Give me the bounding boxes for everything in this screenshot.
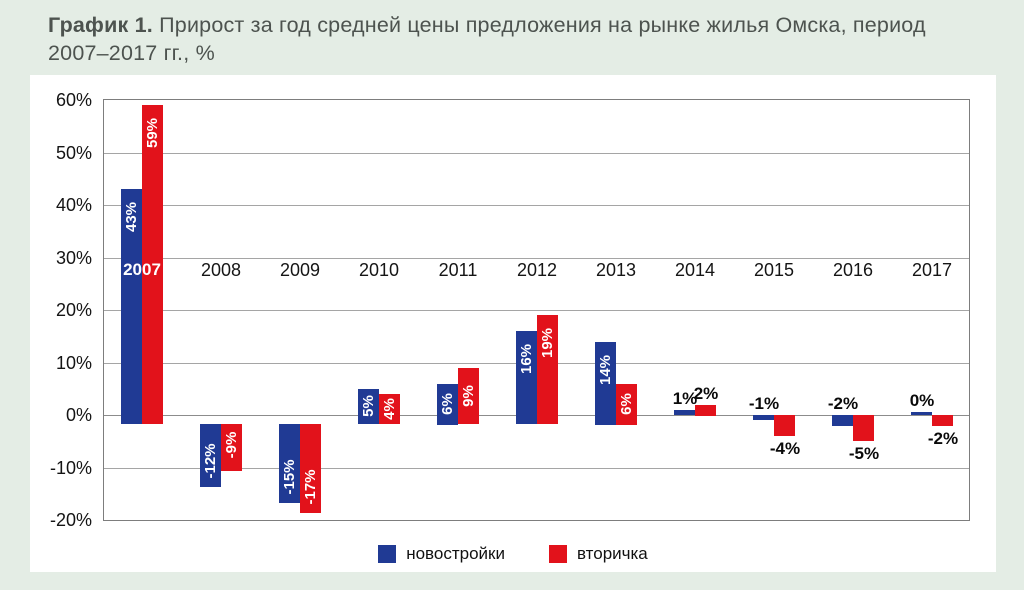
legend-swatch <box>378 545 397 563</box>
legend-item-вторичка: вторичка <box>548 544 648 564</box>
gridline <box>104 258 969 259</box>
year-label-2015: 2015 <box>753 260 795 280</box>
bar-новостройки-2012 <box>516 331 537 424</box>
gridline <box>104 310 969 311</box>
y-axis-tick-label: 0% <box>65 405 92 425</box>
legend-item-новостройки: новостройки <box>378 544 505 564</box>
year-label-2010: 2010 <box>358 260 400 280</box>
bar-value-label: -4% <box>769 439 801 458</box>
y-axis-tick-label: 60% <box>55 90 92 110</box>
y-axis-tick-label: 40% <box>55 195 92 215</box>
y-axis-tick-label: 20% <box>55 300 92 320</box>
bar-value-label: 14% <box>597 354 614 386</box>
bar-вторичка-2012 <box>537 315 558 424</box>
bar-новостройки-2015 <box>753 415 774 420</box>
year-label-2016: 2016 <box>832 260 874 280</box>
bar-вторичка-2013 <box>616 384 637 425</box>
bar-вторичка-2009 <box>300 424 321 513</box>
year-label-2009: 2009 <box>279 260 321 280</box>
year-label-2007: 2007 <box>123 260 161 279</box>
bar-value-label: 43% <box>123 201 140 233</box>
figure-title: График 1. Прирост за год средней цены пр… <box>48 11 983 67</box>
bar-новостройки-2008 <box>200 424 221 487</box>
bar-value-label: -12% <box>202 443 219 479</box>
bar-value-label: -2% <box>827 394 859 413</box>
gridline <box>104 205 969 206</box>
y-axis-tick-label: -20% <box>49 510 92 530</box>
legend-label: новостройки <box>406 544 505 563</box>
bar-value-label: -17% <box>302 469 319 505</box>
bar-вторичка-2015 <box>774 415 795 436</box>
plot-area: 60% 50% 40% 30% 20% 10% 0% -10% -20% 43% -12% -15% 5… <box>50 90 970 530</box>
bar-value-label: 1% <box>672 389 698 408</box>
bar-новостройки-2009 <box>279 424 300 503</box>
year-label-2017: 2017 <box>911 260 953 280</box>
bar-value-label: 16% <box>518 343 535 375</box>
bar-вторичка-2011 <box>458 368 479 424</box>
legend-swatch <box>548 545 567 563</box>
bar-value-label: 4% <box>381 398 398 420</box>
legend-label: вторичка <box>576 544 648 563</box>
bar-value-label: -15% <box>281 459 298 495</box>
bar-новостройки-2010 <box>358 389 379 424</box>
bar-value-label: 59% <box>144 117 161 149</box>
chart-panel: 60% 50% 40% 30% 20% 10% 0% -10% -20% 43% -12% -15% 5… <box>30 75 996 572</box>
bar-новостройки-2014 <box>674 410 695 415</box>
bar-value-label: 6% <box>618 393 635 415</box>
bar-новостройки-2013 <box>595 342 616 425</box>
figure-title-line1: Прирост за год средней цены предложения … <box>152 13 926 37</box>
bar-вторичка-2016 <box>853 415 874 441</box>
legend: новостройки вторичка <box>30 544 996 564</box>
bar-value-label: -1% <box>748 394 780 413</box>
bar-вторичка-2008 <box>221 424 242 471</box>
bar-value-label: 0% <box>909 391 935 410</box>
bar-value-label: 2% <box>693 384 719 403</box>
year-label-2012: 2012 <box>516 260 558 280</box>
figure-title-line2: 2007–2017 гг., % <box>48 41 215 65</box>
y-axis-tick-label: -10% <box>49 458 92 478</box>
bar-value-label: -5% <box>848 444 880 463</box>
bar-новостройки-2017 <box>911 412 932 415</box>
bar-новостройки-2011 <box>437 384 458 425</box>
year-label-2014: 2014 <box>674 260 716 280</box>
bar-вторичка-2017 <box>932 415 953 426</box>
figure-title-prefix: График 1. <box>48 13 153 37</box>
y-axis-tick-label: 50% <box>55 143 92 163</box>
bar-новостройки-2016 <box>832 415 853 426</box>
bar-value-label: 6% <box>439 393 456 415</box>
bar-value-label: -9% <box>223 431 240 459</box>
year-label-2008: 2008 <box>200 260 242 280</box>
gridline <box>104 153 969 154</box>
bar-value-label: 19% <box>539 327 556 359</box>
bar-новостройки-2007 <box>121 189 142 424</box>
gridline <box>104 468 969 469</box>
bar-вторичка-2014 <box>695 405 716 416</box>
y-axis-tick-label: 10% <box>55 353 92 373</box>
bar-вторичка-2007 <box>142 105 163 424</box>
year-label-2011: 2011 <box>438 260 478 280</box>
bar-вторичка-2010 <box>379 394 400 424</box>
y-axis-tick-label: 30% <box>55 248 92 268</box>
bar-value-label: 5% <box>360 395 377 417</box>
bar-value-label: 9% <box>460 385 477 407</box>
bar-value-label: -2% <box>927 429 959 448</box>
year-label-2013: 2013 <box>595 260 637 280</box>
